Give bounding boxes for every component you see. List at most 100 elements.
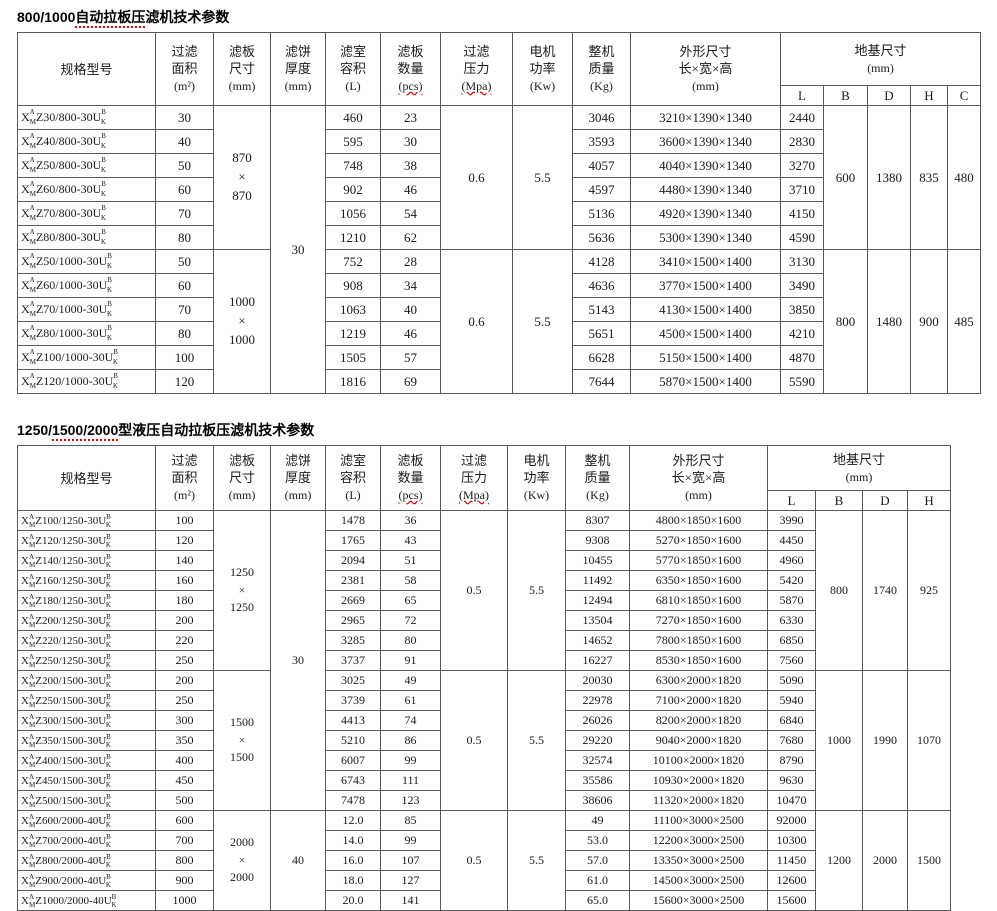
cell-foundation-L: 11450	[767, 850, 816, 871]
col-header: 电机 功率 (Kw)	[507, 445, 566, 511]
title-segment: 1250/	[17, 422, 53, 438]
cell-chamber-volume: 2965	[325, 610, 381, 631]
cell-model: XAMZ70/1000-30UBK	[17, 297, 156, 322]
cell-machine-mass: 4597	[572, 177, 631, 202]
cell-overall-dimensions: 4480×1390×1340	[630, 177, 781, 202]
col-header-model: 规格型号	[17, 32, 156, 106]
cell-plate-count: 111	[380, 770, 441, 791]
cell-chamber-volume: 12.0	[325, 810, 381, 831]
cell-chamber-volume: 1505	[325, 345, 381, 370]
table1-title: 800/1000自动拉板压滤机技术参数	[17, 8, 997, 28]
cell-plate-count: 65	[380, 590, 441, 611]
cell-overall-dimensions: 3210×1390×1340	[630, 105, 781, 130]
cell-chamber-volume: 1219	[325, 321, 381, 346]
col-header-unit: (m²)	[174, 79, 195, 93]
cell-plate-size: 2000 × 2000	[213, 810, 271, 911]
cell-foundation-D: 1740	[862, 510, 908, 671]
cell-plate-count: 58	[380, 570, 441, 591]
col-header-line: 功率	[523, 470, 550, 485]
cell-filter-area: 30	[155, 105, 214, 130]
cell-overall-dimensions: 13350×3000×2500	[629, 850, 768, 871]
cell-foundation-L: 9630	[767, 770, 816, 791]
cell-chamber-volume: 16.0	[325, 850, 381, 871]
col-header-foundation: 地基尺寸 (mm)	[766, 445, 952, 491]
cell-foundation-L: 3130	[780, 249, 824, 274]
table-row: XAMZ500/1500-30UBK 500 7478 123 38606 11320×2…	[17, 790, 951, 811]
cell-filter-area: 100	[155, 510, 214, 531]
col-header-unit: (mm)	[284, 488, 312, 502]
col-header-line: 过滤	[171, 453, 198, 468]
table-row: XAMZ100/1000-30UBK 100 1505 57 6628 5150×1500…	[17, 345, 981, 370]
cell-overall-dimensions: 7270×1850×1600	[629, 610, 768, 631]
cell-plate-count: 86	[380, 730, 441, 751]
cell-machine-mass: 11492	[565, 570, 630, 591]
cell-foundation-L: 7560	[767, 650, 816, 671]
table-row: XAMZ900/2000-40UBK 900 18.0 127 61.0 14500×30…	[17, 870, 951, 891]
table-row: XAMZ180/1250-30UBK 180 2669 65 12494 6810×185…	[17, 590, 951, 611]
table-row: XAMZ60/1000-30UBK 60 908 34 4636 3770×1500×14…	[17, 273, 981, 298]
table-row: XAMZ100/1250-30UBK 100 1250 × 1250 30 1478 36 0.…	[17, 510, 952, 811]
col-header: 滤板 数量 (pcs)	[380, 32, 441, 106]
col-header: 滤饼 厚度 (mm)	[270, 32, 326, 106]
cell-plate-count: 40	[380, 297, 441, 322]
cell-motor-power: 5.5	[507, 810, 566, 911]
cell-overall-dimensions: 11100×3000×2500	[629, 810, 768, 831]
cell-foundation-L: 4150	[780, 201, 824, 226]
col-header-unit: (L)	[345, 488, 361, 502]
col-header: 整机 质量 (Kg)	[565, 445, 630, 511]
cell-foundation-L: 3270	[780, 153, 824, 178]
cell-chamber-volume: 3285	[325, 630, 381, 651]
col-header-line: 滤板	[228, 44, 255, 59]
cell-machine-mass: 12494	[565, 590, 630, 611]
cell-foundation-L: 3990	[767, 510, 816, 531]
cell-plate-count: 61	[380, 690, 441, 711]
cell-overall-dimensions: 7100×2000×1820	[629, 690, 768, 711]
cell-model: XAMZ60/800-30UBK	[17, 177, 156, 202]
cell-model: XAMZ700/2000-40UBK	[17, 830, 156, 851]
cell-plate-count: 23	[380, 105, 441, 130]
cell-model: XAMZ140/1250-30UBK	[17, 550, 156, 571]
cell-chamber-volume: 748	[325, 153, 381, 178]
cell-machine-mass: 5143	[572, 297, 631, 322]
cell-foundation-L: 4210	[780, 321, 824, 346]
col-header: 过滤 面积 (m²)	[155, 445, 214, 511]
cell-machine-mass: 57.0	[565, 850, 630, 871]
cell-chamber-volume: 5210	[325, 730, 381, 751]
cell-overall-dimensions: 3770×1500×1400	[630, 273, 781, 298]
cell-foundation-L: 5940	[767, 690, 816, 711]
table2-header: 规格型号 过滤 面积 (m²) 滤板 尺寸 (mm) 滤饼 厚度 (mm) 滤室 容积 (L) 滤板 数量(…	[17, 445, 952, 511]
cell-model: XAMZ50/1000-30UBK	[17, 249, 156, 274]
cell-machine-mass: 5651	[572, 321, 631, 346]
cell-chamber-volume: 1478	[325, 510, 381, 531]
cell-overall-dimensions: 11320×2000×1820	[629, 790, 768, 811]
cell-machine-mass: 65.0	[565, 890, 630, 911]
cell-chamber-volume: 3025	[325, 670, 381, 691]
table-row: XAMZ1000/2000-40UBK 1000 20.0 141 65.0 15600×…	[17, 890, 951, 911]
cell-foundation-C: 485	[946, 249, 982, 394]
cell-plate-count: 141	[380, 890, 441, 911]
cell-filter-area: 700	[155, 830, 214, 851]
cell-chamber-volume: 7478	[325, 790, 381, 811]
title-segment: 1500/2000	[52, 422, 119, 441]
cell-filter-pressure: 0.5	[440, 670, 508, 811]
col-header-line: 滤室	[339, 44, 366, 59]
table-row: XAMZ80/800-30UBK 80 1210 62 5636 5300×1390×13…	[17, 225, 981, 250]
cell-chamber-volume: 6007	[325, 750, 381, 771]
cell-model: XAMZ100/1250-30UBK	[17, 510, 156, 531]
cell-plate-count: 72	[380, 610, 441, 631]
table-row: XAMZ800/2000-40UBK 800 16.0 107 57.0 13350×30…	[17, 850, 951, 871]
cell-overall-dimensions: 4040×1390×1340	[630, 153, 781, 178]
cell-overall-dimensions: 5270×1850×1600	[629, 530, 768, 551]
cell-model: XAMZ120/1250-30UBK	[17, 530, 156, 551]
cell-cake-thickness: 40	[270, 810, 326, 911]
col-header-line: 压力	[460, 470, 487, 485]
cell-model: XAMZ220/1250-30UBK	[17, 630, 156, 651]
cell-chamber-volume: 1765	[325, 530, 381, 551]
cell-machine-mass: 4057	[572, 153, 631, 178]
cell-filter-pressure: 0.5	[440, 510, 508, 671]
cell-plate-count: 36	[380, 510, 441, 531]
table-1250-1500-2000-specs: 规格型号 过滤 面积 (m²) 滤板 尺寸 (mm) 滤饼 厚度 (mm) 滤室 容积 (L) 滤板 数量(…	[17, 445, 952, 911]
col-header-unit: (Mpa)	[461, 79, 492, 93]
cell-machine-mass: 4636	[572, 273, 631, 298]
